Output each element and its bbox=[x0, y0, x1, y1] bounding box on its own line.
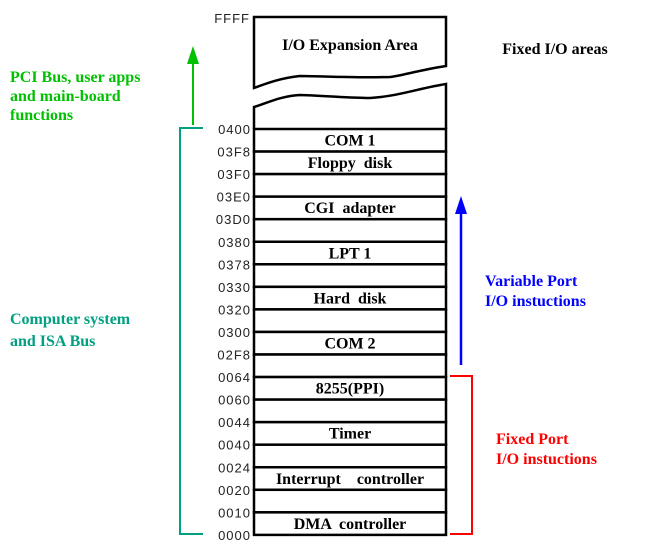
address-row bbox=[252, 511, 448, 537]
address-label: 02F8 bbox=[217, 348, 251, 363]
expansion-area: I/O Expansion Area bbox=[252, 15, 448, 129]
address-top: FFFF bbox=[214, 11, 250, 26]
row-label: Timer bbox=[329, 426, 371, 443]
svg-text:functions: functions bbox=[10, 107, 73, 124]
address-label: 0044 bbox=[218, 415, 251, 430]
row-label: DMA controller bbox=[294, 516, 407, 533]
fixed-port-bracket bbox=[450, 375, 473, 535]
address-row bbox=[252, 308, 448, 334]
address-row bbox=[252, 172, 448, 198]
row-label: Hard disk bbox=[314, 290, 387, 307]
row-label: Interrupt controller bbox=[276, 471, 424, 488]
svg-text:and ISA Bus: and ISA Bus bbox=[10, 333, 95, 350]
address-row bbox=[252, 353, 448, 379]
address-label: 03F8 bbox=[217, 145, 251, 160]
pci-label: PCI Bus, user apps and main-board functi… bbox=[10, 69, 140, 124]
address-row bbox=[252, 443, 448, 469]
address-label: 0020 bbox=[218, 483, 251, 498]
svg-text:I/O instuctions: I/O instuctions bbox=[496, 451, 597, 468]
address-label: 0320 bbox=[218, 302, 251, 317]
address-label: 0380 bbox=[218, 235, 251, 250]
row-label: 8255(PPI) bbox=[316, 381, 384, 398]
address-row bbox=[252, 263, 448, 289]
address-label: 0300 bbox=[218, 325, 251, 340]
address-label: 0330 bbox=[218, 280, 251, 295]
variable-port-label: Variable Port I/O instuctions bbox=[485, 273, 586, 310]
address-label: 0060 bbox=[218, 393, 251, 408]
svg-text:and main-board: and main-board bbox=[10, 88, 121, 105]
fixed-port-label: Fixed Port I/O instuctions bbox=[496, 431, 597, 468]
fixed-io-areas-label: Fixed I/O areas bbox=[502, 41, 607, 58]
address-row bbox=[252, 217, 448, 243]
row-label: COM 1 bbox=[324, 133, 375, 150]
pci-arrow-head bbox=[187, 46, 199, 64]
address-rows: COM 1 Floppy disk CGI adapter LPT 1 Hard dis… bbox=[252, 127, 448, 537]
svg-text:PCI Bus, user apps: PCI Bus, user apps bbox=[10, 69, 140, 86]
svg-text:Variable Port: Variable Port bbox=[485, 273, 578, 290]
address-row bbox=[252, 488, 448, 514]
row-label: LPT 1 bbox=[329, 245, 372, 262]
address-label: 0000 bbox=[218, 528, 251, 543]
isa-bracket bbox=[179, 127, 203, 535]
isa-label: Computer system and ISA Bus bbox=[10, 311, 131, 350]
variable-port-arrow-head bbox=[455, 196, 467, 214]
address-labels: 0400 03F8 03F0 03E0 03D0 0380 0378 0330 0320 0300… bbox=[216, 122, 251, 543]
row-label: Floppy disk bbox=[308, 155, 393, 172]
address-label: 0024 bbox=[218, 460, 251, 475]
svg-text:Computer system: Computer system bbox=[10, 311, 131, 328]
address-label: 03D0 bbox=[216, 212, 251, 227]
address-label: 03E0 bbox=[217, 190, 251, 205]
expansion-area-label: I/O Expansion Area bbox=[282, 37, 418, 54]
row-label: COM 2 bbox=[324, 336, 375, 353]
row-label: CGI adapter bbox=[304, 200, 396, 217]
address-label: 0010 bbox=[218, 505, 251, 520]
svg-text:Fixed Port: Fixed Port bbox=[496, 431, 569, 448]
address-label: 0400 bbox=[218, 122, 251, 137]
svg-text:I/O instuctions: I/O instuctions bbox=[485, 293, 586, 310]
address-label: 0378 bbox=[218, 257, 251, 272]
address-label: 0064 bbox=[218, 370, 251, 385]
address-label: 0040 bbox=[218, 438, 251, 453]
address-row bbox=[252, 398, 448, 424]
address-label: 03F0 bbox=[217, 167, 251, 182]
